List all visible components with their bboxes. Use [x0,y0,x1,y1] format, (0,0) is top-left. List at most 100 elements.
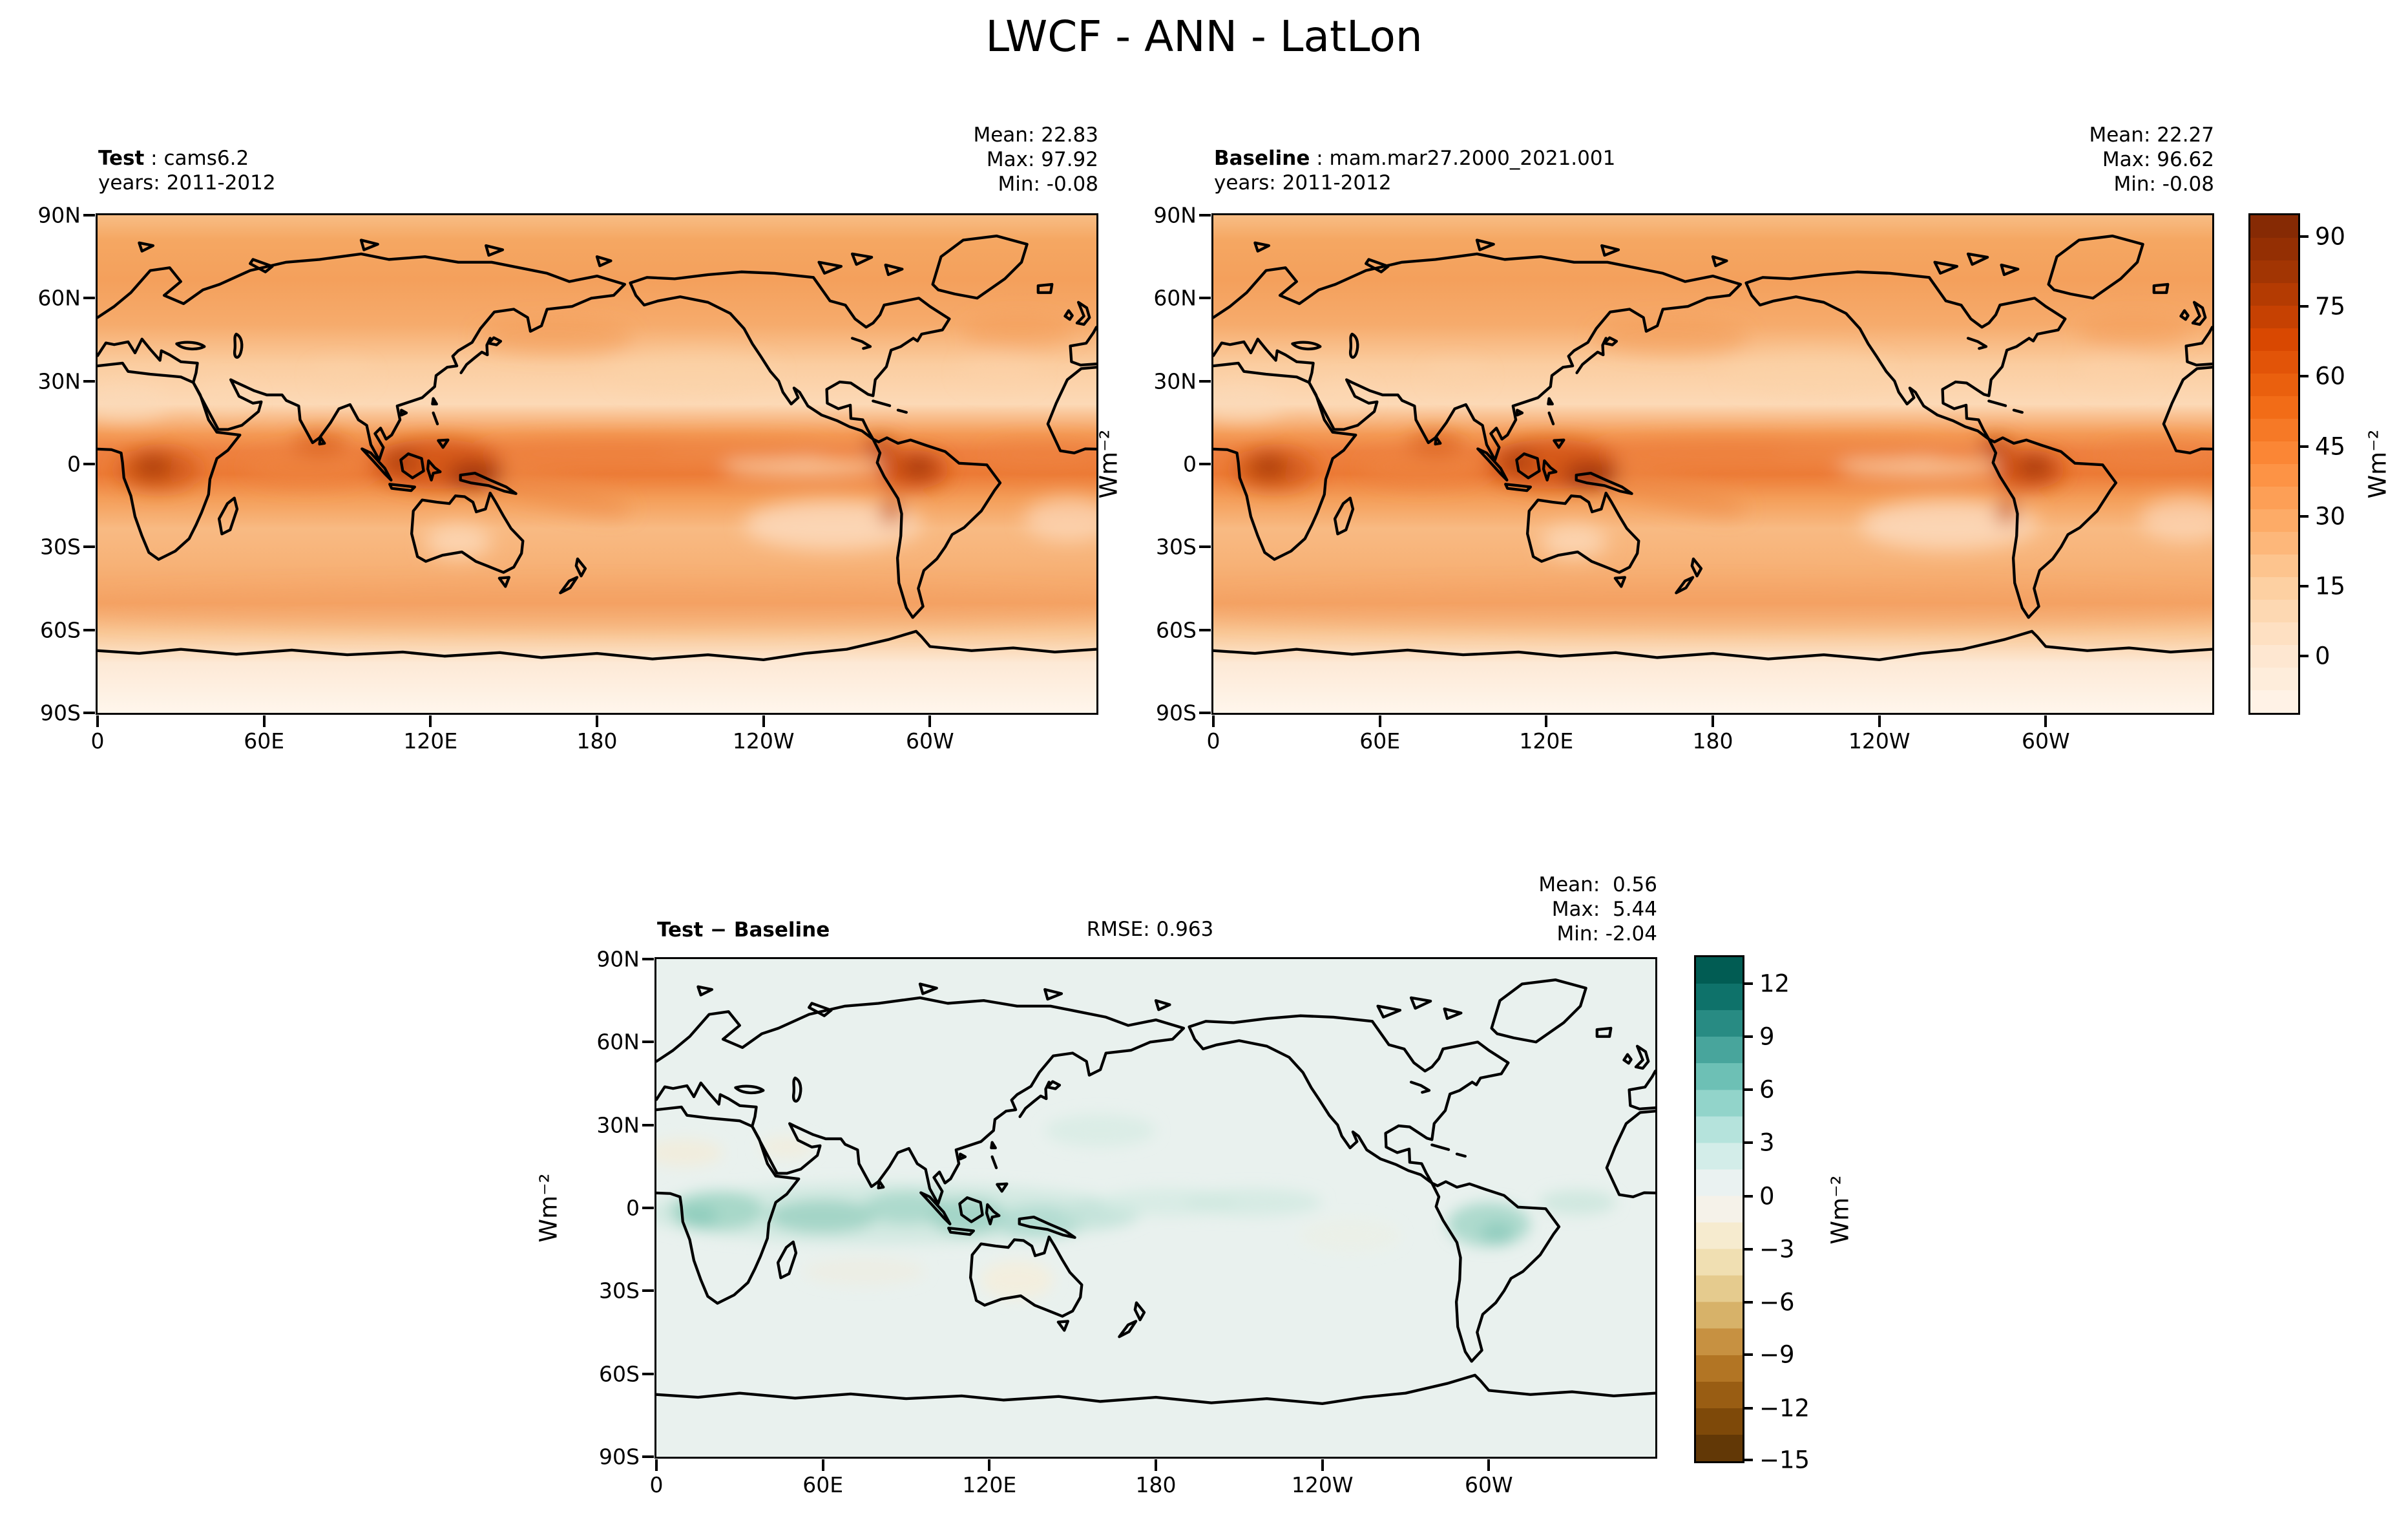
lon-tick-label: 0 [649,1472,664,1497]
lon-tick-mark [821,1459,824,1471]
lat-tick-mark [83,545,95,549]
colorbar-tick-label: −6 [1759,1288,1795,1316]
colorbar-oranges-units: Wm⁻² [2363,429,2392,499]
baseline-label: Baseline [1214,147,1310,170]
colorbar-diff: 12 9 6 3 0 −3 −6 −9 −12 −15 [1694,955,1810,1474]
lon-tick-label: 120W [1291,1472,1354,1497]
lon-tick-mark [1487,1459,1491,1471]
colorbar-tick-mark [1743,1300,1753,1304]
colorbar-tick-mark [1743,1459,1753,1462]
colorbar-tick-mark [2298,445,2309,448]
baseline-stat-min: Min: -0.08 [2113,173,2214,196]
lon-tick-mark [988,1459,991,1471]
lat-tick-label: 30N [37,368,81,394]
colorbar-tick-mark [1743,1407,1753,1410]
lat-tick-label: 0 [626,1195,640,1221]
colorbar-tick-mark [2298,305,2309,308]
lat-tick-mark [1199,463,1211,465]
lat-tick-label: 30S [599,1278,640,1304]
lat-tick-mark [642,1455,654,1458]
lon-tick-label: 180 [576,728,618,754]
map-baseline: 90N 60N 30N 0 30S 60S 90S 0 60E 120E 180 120W 60W [1153,203,2214,754]
lat-tick-mark [642,1207,654,1209]
lon-tick-mark [1321,1459,1324,1471]
lon-tick-mark [1378,715,1381,727]
lat-tick-label: 0 [1183,451,1197,477]
baseline-stat-mean: Mean: 22.27 [2089,123,2214,147]
lon-tick-mark [1212,715,1215,727]
lat-tick-label: 90N [37,202,81,228]
colorbar-tick-mark [1743,1247,1753,1251]
map-test: 90N 60N 30N 0 30S 60S 90S 0 60E 120E 180 120W 60W [37,203,1098,754]
lon-tick-mark [762,715,765,727]
baseline-years: years: 2011-2012 [1214,171,1392,195]
colorbar-tick-mark [1743,1194,1753,1198]
lon-tick-label: 60E [1359,728,1401,754]
lat-tick-label: 30S [40,534,81,560]
lon-tick-label: 60W [906,728,954,754]
colorbar-tick-mark [1743,982,1753,986]
lat-tick-mark [642,1289,654,1293]
lon-tick-label: 120W [1848,728,1911,754]
colorbar-tick-label: 75 [2315,292,2346,321]
colorbar-tick-mark [2298,235,2309,238]
lon-tick-label: 60E [802,1472,844,1497]
lat-tick-mark [1199,545,1211,549]
lat-tick-mark [83,214,95,217]
lon-tick-label: 0 [90,728,105,754]
diff-stat-mean: Mean: 0.56 [1538,873,1657,896]
lat-tick-mark [642,958,654,960]
diff-stat-max: Max: 5.44 [1551,898,1657,921]
colorbar-diff-units: Wm⁻² [1826,1175,1854,1245]
lon-tick-mark [1155,1459,1157,1471]
lat-tick-mark [83,628,95,631]
lon-tick-mark [2044,715,2047,727]
diff-ylabel-units: Wm⁻² [534,1173,563,1243]
diff-title: Test − Baseline [657,918,830,942]
lon-tick-label: 120E [403,728,458,754]
colorbar-tick-label: 90 [2315,222,2346,251]
colorbar-tick-mark [1743,1088,1753,1092]
lon-tick-mark [96,715,99,727]
baseline-header: Baseline : mam.mar27.2000_2021.001 [1214,146,1615,171]
lat-tick-mark [1199,297,1211,300]
lon-tick-mark [655,1459,658,1471]
lat-tick-mark [642,1123,654,1126]
map-baseline-svg [1213,215,2212,713]
colorbar-tick-label: 3 [1759,1128,1775,1157]
lat-tick-label: 90N [596,946,640,972]
lon-tick-label: 60W [1465,1472,1513,1497]
lon-tick-mark [262,715,266,727]
lat-tick-label: 60N [1153,285,1197,311]
lat-tick-mark [1199,379,1211,383]
lat-tick-label: 30N [1153,368,1197,394]
lat-tick-label: 0 [67,451,81,477]
colorbar-tick-mark [2298,514,2309,518]
lat-tick-mark [1199,628,1211,631]
colorbar-tick-label: 9 [1759,1022,1775,1051]
lon-tick-mark [1878,715,1881,727]
lat-tick-mark [83,712,95,714]
colorbar-tick-label: 6 [1759,1075,1775,1104]
baseline-stat-max: Max: 96.62 [2102,148,2214,171]
figure-title: LWCF - ANN - LatLon [985,12,1423,61]
test-header: Test : cams6.2 [98,146,249,171]
lon-tick-label: 60E [244,728,285,754]
test-stat-min: Min: -0.08 [998,173,1098,196]
colorbar-tick-mark [2298,585,2309,588]
test-dataset: : cams6.2 [144,147,249,170]
diff-stat-min: Min: -2.04 [1556,922,1657,946]
colorbar-tick-mark [1743,1353,1753,1357]
lat-tick-label: 90S [599,1444,640,1470]
colorbar-oranges: 90 75 60 45 30 15 0 [2248,213,2345,715]
colorbar-tick-label: 0 [1759,1182,1775,1210]
lon-tick-mark [1712,715,1714,727]
map-test-svg [98,215,1096,713]
lat-tick-label: 60S [599,1361,640,1387]
colorbar-tick-label: 60 [2315,362,2346,390]
lat-tick-label: 30N [596,1112,640,1138]
lat-tick-mark [642,1372,654,1375]
lon-tick-label: 120E [962,1472,1017,1497]
colorbar-tick-label: 30 [2315,502,2346,531]
